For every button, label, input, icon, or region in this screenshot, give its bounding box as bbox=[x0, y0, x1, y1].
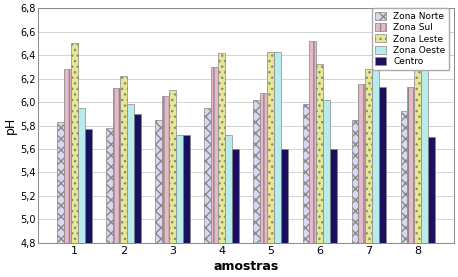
Bar bbox=[372, 67, 379, 243]
Bar bbox=[162, 96, 169, 243]
Bar bbox=[85, 129, 92, 243]
Bar bbox=[352, 120, 359, 243]
Bar bbox=[323, 100, 330, 243]
Bar bbox=[134, 114, 141, 243]
Bar bbox=[183, 135, 190, 243]
Bar bbox=[127, 104, 134, 243]
Bar bbox=[379, 87, 386, 243]
Bar bbox=[71, 43, 78, 243]
Bar bbox=[428, 137, 435, 243]
Bar bbox=[253, 100, 260, 243]
Bar bbox=[359, 84, 365, 243]
Bar bbox=[113, 88, 120, 243]
Bar bbox=[302, 104, 309, 243]
Bar bbox=[120, 76, 127, 243]
Bar bbox=[408, 87, 414, 243]
Bar bbox=[155, 120, 162, 243]
Bar bbox=[78, 108, 85, 243]
Bar bbox=[330, 149, 337, 243]
Bar bbox=[281, 149, 288, 243]
Bar bbox=[401, 111, 408, 243]
Bar bbox=[316, 65, 323, 243]
Bar bbox=[176, 135, 183, 243]
Bar bbox=[106, 128, 113, 243]
Bar bbox=[169, 90, 176, 243]
Bar bbox=[267, 52, 274, 243]
X-axis label: amostras: amostras bbox=[213, 260, 279, 273]
Y-axis label: pH: pH bbox=[4, 117, 17, 134]
Bar bbox=[204, 108, 211, 243]
Bar bbox=[64, 69, 71, 243]
Bar bbox=[414, 34, 421, 243]
Bar bbox=[211, 67, 218, 243]
Bar bbox=[309, 41, 316, 243]
Bar bbox=[365, 69, 372, 243]
Bar bbox=[421, 52, 428, 243]
Bar bbox=[218, 53, 225, 243]
Bar bbox=[274, 52, 281, 243]
Bar bbox=[260, 93, 267, 243]
Bar bbox=[232, 149, 239, 243]
Legend: Zona Norte, Zona Sul, Zona Leste, Zona Oeste, Centro: Zona Norte, Zona Sul, Zona Leste, Zona O… bbox=[372, 8, 449, 70]
Bar bbox=[225, 135, 232, 243]
Bar bbox=[57, 122, 64, 243]
